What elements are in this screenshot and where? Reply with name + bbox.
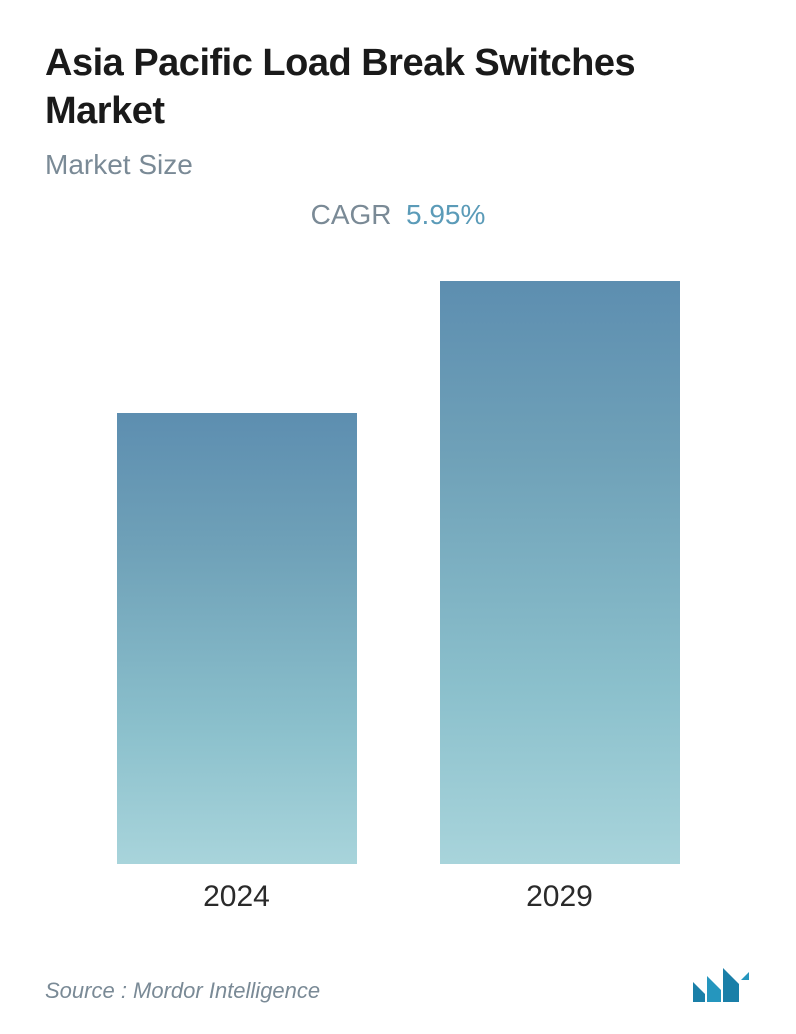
- cagr-label: CAGR: [311, 199, 392, 230]
- chart-subtitle: Market Size: [45, 149, 751, 181]
- bar-group-1: 2029: [440, 281, 680, 914]
- bar-group-0: 2024: [117, 281, 357, 914]
- logo-icon: [691, 964, 751, 1004]
- footer: Source : Mordor Intelligence: [45, 934, 751, 1004]
- bar-0: [117, 413, 357, 864]
- source-text: Source : Mordor Intelligence: [45, 978, 320, 1004]
- bar-1: [440, 281, 680, 864]
- cagr-value: 5.95%: [406, 199, 485, 230]
- cagr-row: CAGR 5.95%: [45, 199, 751, 231]
- bar-label-1: 2029: [526, 880, 593, 914]
- chart-area: 2024 2029: [45, 281, 751, 934]
- bar-label-0: 2024: [203, 880, 270, 914]
- chart-container: Asia Pacific Load Break Switches Market …: [0, 0, 796, 1034]
- chart-title: Asia Pacific Load Break Switches Market: [45, 40, 751, 135]
